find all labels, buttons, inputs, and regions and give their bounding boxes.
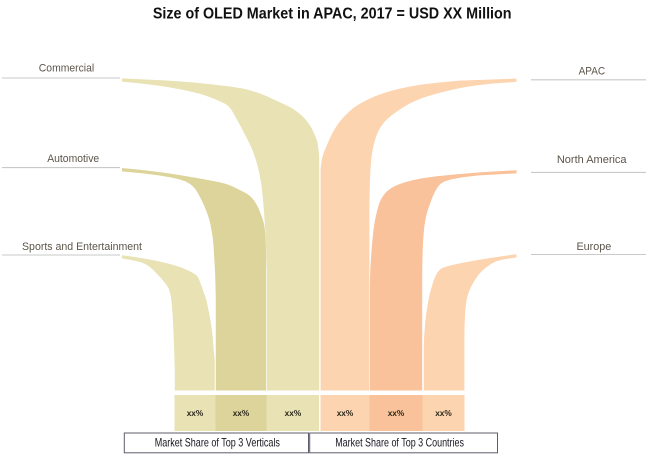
svg-text:xx%: xx% (285, 408, 302, 418)
svg-text:APAC: APAC (579, 66, 606, 78)
svg-text:Market Share of Top 3 Countrie: Market Share of Top 3 Countries (335, 435, 464, 449)
svg-text:xx%: xx% (435, 408, 452, 418)
svg-text:xx%: xx% (187, 408, 204, 418)
svg-text:xx%: xx% (388, 408, 405, 418)
svg-text:Automotive: Automotive (47, 153, 99, 165)
svg-text:xx%: xx% (233, 408, 250, 418)
svg-text:North America: North America (557, 154, 627, 166)
svg-text:Size of OLED Market in APAC, 2: Size of OLED Market in APAC, 2017 = USD … (153, 6, 512, 23)
svg-text:Sports and Entertainment: Sports and Entertainment (22, 241, 142, 253)
svg-text:Market Share of Top 3 Vertical: Market Share of Top 3 Verticals (155, 435, 280, 449)
svg-text:xx%: xx% (337, 408, 354, 418)
svg-text:Commercial: Commercial (39, 63, 94, 75)
svg-text:Europe: Europe (576, 241, 611, 253)
